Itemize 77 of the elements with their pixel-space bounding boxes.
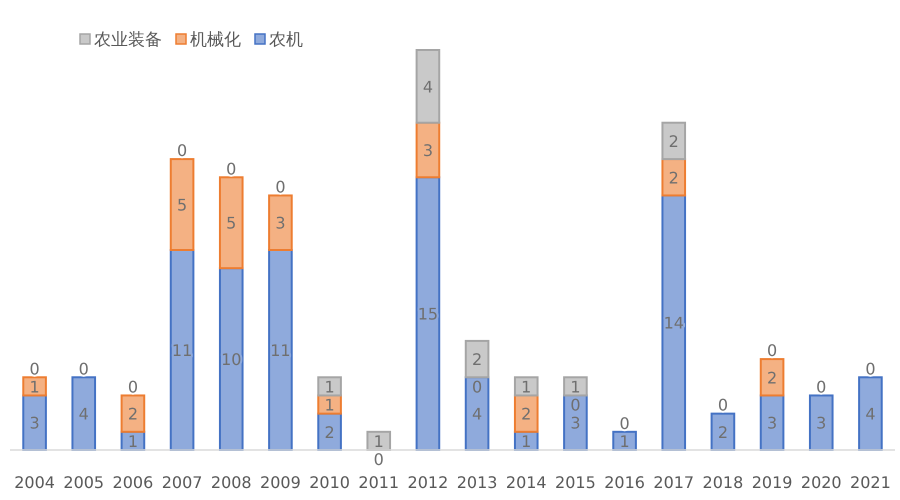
- bar: [170, 158, 194, 251]
- data-label: 0: [176, 141, 188, 160]
- x-tick-label: 2019: [752, 473, 792, 492]
- data-label: 3: [766, 414, 778, 433]
- x-tick-label: 2007: [162, 473, 202, 492]
- x-tick-label: 2005: [63, 473, 104, 492]
- bar: [218, 176, 244, 270]
- data-label: 2: [718, 422, 728, 442]
- data-label: 4: [865, 404, 876, 424]
- data-label: 0: [570, 395, 581, 414]
- data-label: 2: [766, 368, 778, 388]
- data-label: 1: [324, 377, 335, 396]
- bar: [416, 176, 440, 451]
- data-label: 15: [418, 304, 438, 324]
- bar: [170, 249, 194, 451]
- data-label: 0: [128, 377, 138, 396]
- data-label: 4: [472, 404, 482, 424]
- data-label: 10: [221, 350, 242, 370]
- data-label: 3: [816, 414, 826, 433]
- data-label: 5: [226, 214, 236, 233]
- data-label: 0: [29, 359, 40, 378]
- bar: [661, 194, 686, 451]
- x-tick-label: 2021: [850, 473, 891, 492]
- legend-label: 农业装备: [94, 30, 162, 50]
- data-label: 14: [664, 314, 684, 333]
- data-label: 1: [570, 377, 581, 396]
- data-label: 3: [570, 414, 581, 433]
- bar: [268, 249, 293, 451]
- legend-label: 机械化: [190, 30, 241, 50]
- data-label: 1: [324, 396, 335, 415]
- data-label: 0: [865, 359, 876, 378]
- legend-label: 农机: [269, 30, 303, 50]
- x-tick-label: 2018: [702, 473, 744, 492]
- data-label: 0: [275, 177, 286, 196]
- data-label: 0: [78, 359, 89, 378]
- x-tick-label: 2004: [14, 473, 55, 492]
- data-label: 2: [521, 404, 532, 424]
- x-tick-label: 2011: [358, 473, 400, 492]
- data-label: 3: [422, 141, 434, 160]
- x-tick-label: 2006: [112, 473, 154, 492]
- data-label: 1: [374, 432, 384, 451]
- data-label: 0: [472, 377, 482, 396]
- data-label: 3: [275, 214, 286, 233]
- x-tick-label: 2016: [604, 473, 645, 492]
- x-tick-label: 2020: [800, 473, 842, 492]
- data-label: 4: [422, 77, 434, 96]
- data-label: 0: [718, 396, 728, 415]
- x-tick-label: 2009: [260, 473, 301, 492]
- data-label: 5: [176, 196, 188, 215]
- data-label: 2: [472, 350, 482, 370]
- data-label: 1: [521, 377, 532, 396]
- data-label: 0: [374, 450, 384, 469]
- data-label: 2: [668, 168, 679, 188]
- data-label: 0: [816, 377, 826, 396]
- bar: [218, 267, 244, 451]
- x-tick-label: 2015: [555, 473, 596, 492]
- data-label: 4: [78, 404, 89, 424]
- data-label: 2: [668, 132, 679, 151]
- data-label: 1: [619, 432, 630, 451]
- data-label: 1: [128, 432, 138, 451]
- x-tick-label: 2010: [309, 473, 350, 492]
- bar: [416, 49, 440, 124]
- x-tick-label: 2014: [506, 473, 547, 492]
- data-label: 0: [226, 159, 236, 178]
- data-label: 0: [766, 341, 778, 360]
- x-tick-label: 2012: [408, 473, 448, 492]
- data-label: 2: [128, 404, 138, 424]
- data-label: 3: [29, 414, 40, 433]
- x-tick-label: 2013: [456, 473, 498, 492]
- x-tick-label: 2008: [210, 473, 252, 492]
- data-label: 1: [521, 432, 532, 451]
- x-tick-label: 2017: [653, 473, 694, 492]
- data-label: 11: [270, 341, 291, 360]
- data-label: 0: [619, 414, 630, 433]
- data-label: 1: [29, 377, 40, 396]
- data-label: 11: [172, 341, 192, 360]
- data-label: 2: [324, 422, 335, 442]
